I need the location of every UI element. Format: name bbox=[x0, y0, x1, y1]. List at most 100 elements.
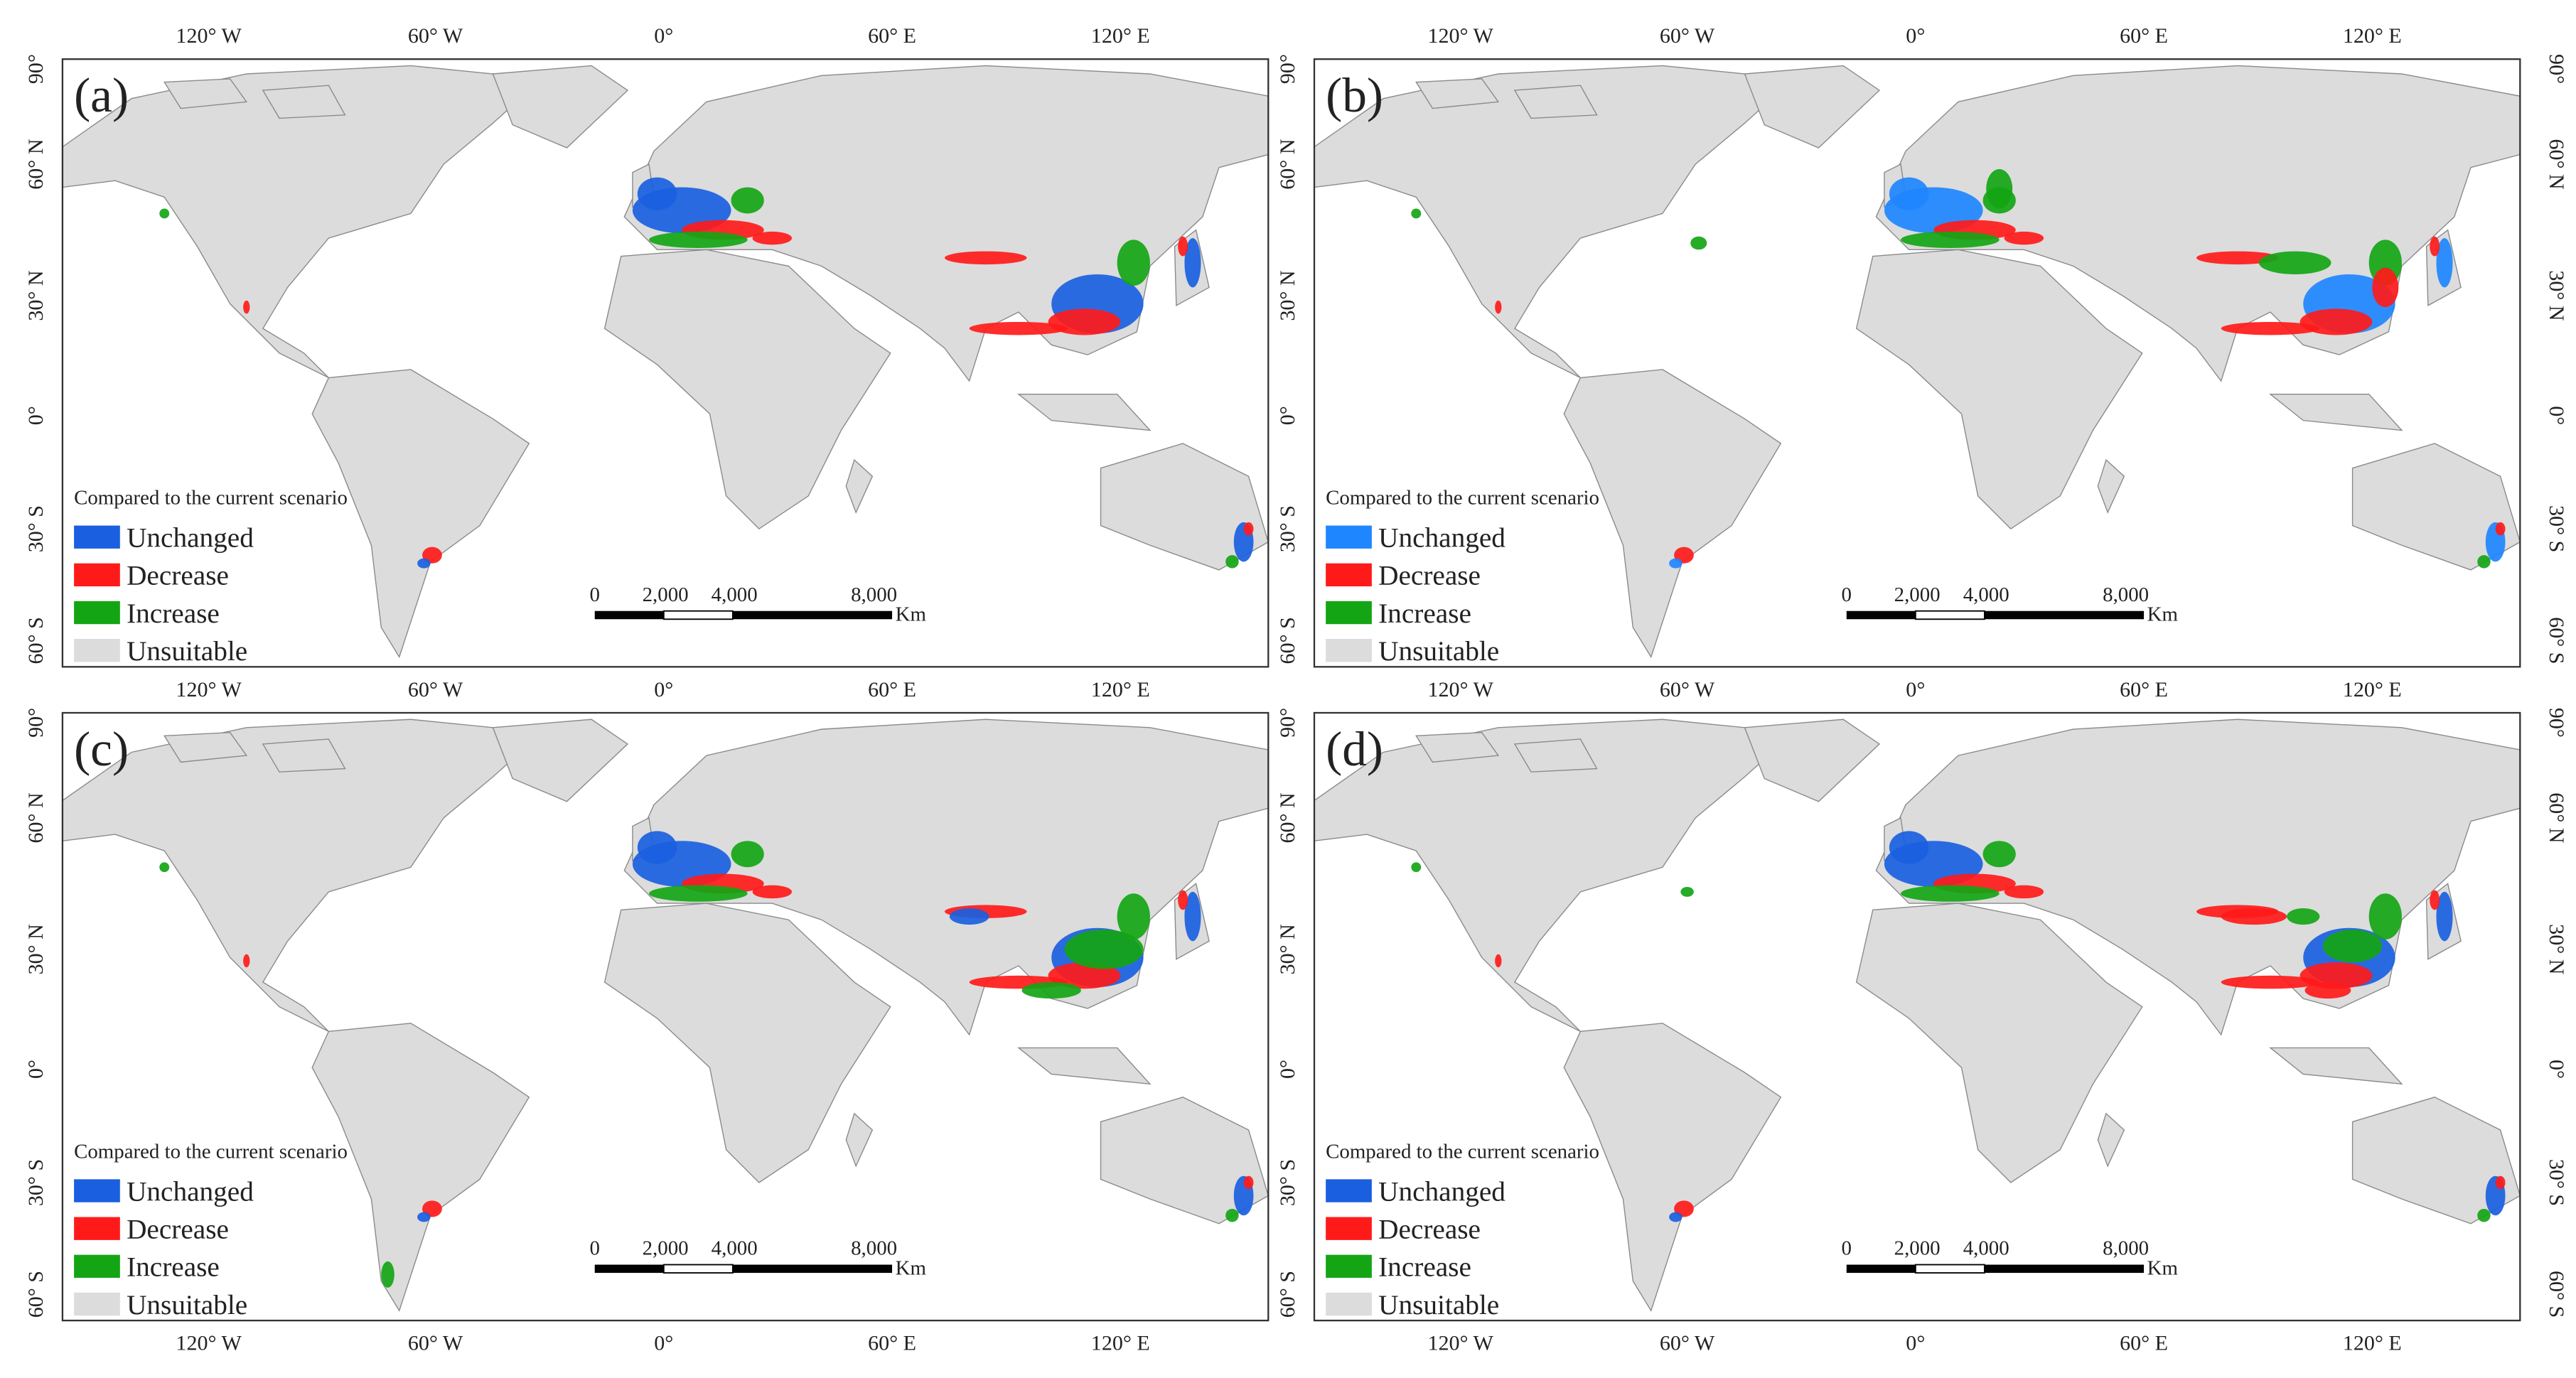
scale-label: 8,000 bbox=[851, 1237, 897, 1260]
lon-label: 0° bbox=[1906, 678, 1925, 701]
lon-label: 60° W bbox=[1660, 678, 1715, 701]
range-patch bbox=[1064, 930, 1144, 969]
lat-label: 60° S bbox=[2545, 1271, 2568, 1318]
range-patch bbox=[2221, 321, 2320, 335]
legend-label: Unchanged bbox=[1378, 1176, 1506, 1207]
lat-label: 90° bbox=[24, 708, 48, 738]
legend-swatch bbox=[74, 639, 120, 662]
scale-bar bbox=[1846, 1264, 1916, 1274]
range-patch bbox=[1411, 862, 1422, 873]
range-patch bbox=[2495, 1175, 2506, 1190]
range-patch bbox=[1117, 239, 1150, 286]
map-panel: (d) 120° W 60° W 0° 60° E 120° E 90° 90° 60° N 60… bbox=[1276, 708, 2568, 1355]
legend-label: Increase bbox=[1378, 598, 1471, 629]
lon-label: 60° E bbox=[868, 24, 916, 48]
lon-label: 120° W bbox=[1427, 678, 1493, 701]
range-patch bbox=[243, 954, 250, 968]
range-patch bbox=[2004, 885, 2044, 899]
panel-label: (d) bbox=[1326, 721, 1383, 776]
lat-label: 60° S bbox=[24, 617, 48, 664]
scale-label: 2,000 bbox=[1894, 1237, 1941, 1260]
legend-swatch bbox=[1326, 1254, 1372, 1279]
lat-label: 0° bbox=[24, 1060, 48, 1079]
scale-label: 0 bbox=[1842, 583, 1852, 606]
legend-label: Decrease bbox=[127, 1215, 229, 1245]
lon-label: 60° E bbox=[2120, 678, 2168, 701]
legend-swatch bbox=[74, 1254, 120, 1279]
lat-label: 30° N bbox=[24, 270, 48, 321]
scale-bar bbox=[732, 610, 893, 620]
lon-label: 120° E bbox=[2343, 24, 2402, 48]
lat-label: 60° N bbox=[2545, 139, 2568, 189]
legend-swatch bbox=[1326, 563, 1372, 587]
scale-label: 0 bbox=[590, 583, 600, 606]
scale-bar bbox=[1984, 1264, 2145, 1274]
lat-label: 30° S bbox=[2545, 505, 2568, 552]
range-patch bbox=[1680, 886, 1694, 897]
scale-bar bbox=[1846, 610, 1916, 620]
range-patch bbox=[1901, 885, 2000, 902]
legend-title: Compared to the current scenario bbox=[1326, 487, 1599, 510]
legend-swatch bbox=[1326, 1217, 1372, 1240]
range-patch bbox=[1889, 177, 1929, 210]
range-patch bbox=[637, 831, 677, 864]
range-patch bbox=[2221, 975, 2320, 989]
legend-label: Unchanged bbox=[1378, 523, 1506, 554]
lon-label: 0° bbox=[654, 678, 673, 701]
scale-label: 2,000 bbox=[643, 583, 689, 606]
range-patch bbox=[1669, 1212, 1683, 1222]
map-content bbox=[1314, 718, 2521, 1311]
panel-label: (c) bbox=[74, 721, 129, 776]
lat-label: 60° N bbox=[1276, 139, 1299, 189]
range-patch bbox=[1901, 231, 2000, 248]
lat-label: 30° N bbox=[2545, 270, 2568, 321]
scale-label: 8,000 bbox=[851, 583, 897, 606]
range-patch bbox=[2221, 908, 2287, 925]
range-patch bbox=[2430, 236, 2440, 257]
lat-label: 0° bbox=[2545, 406, 2568, 425]
lat-label: 30° S bbox=[2545, 1159, 2568, 1206]
lon-label: 120° W bbox=[176, 24, 242, 48]
scale-bar bbox=[662, 1264, 734, 1274]
legend-label: Decrease bbox=[1378, 1215, 1481, 1245]
range-patch bbox=[2436, 238, 2453, 288]
scale-label: 4,000 bbox=[712, 1237, 758, 1260]
scale-unit: Km bbox=[2147, 1256, 2179, 1279]
range-patch bbox=[2322, 930, 2383, 963]
range-patch bbox=[381, 1261, 395, 1288]
scale-bar bbox=[1984, 610, 2145, 620]
range-patch bbox=[417, 558, 431, 569]
lon-label: 60° W bbox=[1660, 1332, 1715, 1355]
lat-label: 60° S bbox=[24, 1271, 48, 1318]
legend-swatch bbox=[74, 601, 120, 625]
lat-label: 60° S bbox=[2545, 617, 2568, 664]
lat-label: 30° N bbox=[24, 924, 48, 974]
range-patch bbox=[637, 177, 677, 210]
scale-label: 4,000 bbox=[1963, 583, 2009, 606]
lon-label: 120° W bbox=[176, 1332, 242, 1355]
lat-label: 0° bbox=[2545, 1060, 2568, 1079]
lon-label: 120° W bbox=[1427, 1332, 1493, 1355]
legend-title: Compared to the current scenario bbox=[74, 1140, 348, 1163]
lat-label: 0° bbox=[1276, 1060, 1299, 1079]
lon-label: 120° E bbox=[1091, 678, 1150, 701]
lon-label: 60° W bbox=[408, 24, 463, 48]
lon-label: 60° W bbox=[408, 1332, 463, 1355]
legend-swatch bbox=[74, 563, 120, 587]
range-patch bbox=[1243, 1175, 1254, 1190]
scale-unit: Km bbox=[896, 1256, 927, 1279]
range-patch bbox=[1178, 890, 1188, 910]
legend-label: Unchanged bbox=[127, 523, 254, 554]
range-patch bbox=[2372, 267, 2399, 308]
map-content bbox=[62, 718, 1269, 1311]
range-patch bbox=[1495, 954, 1502, 968]
map-content bbox=[1314, 65, 2521, 658]
lat-label: 60° S bbox=[1276, 1271, 1299, 1318]
scale-label: 4,000 bbox=[712, 583, 758, 606]
range-patch bbox=[648, 885, 748, 902]
legend-label: Decrease bbox=[1378, 561, 1481, 591]
range-patch bbox=[1986, 169, 2013, 209]
legend-swatch bbox=[74, 1217, 120, 1240]
legend-swatch bbox=[1326, 601, 1372, 625]
